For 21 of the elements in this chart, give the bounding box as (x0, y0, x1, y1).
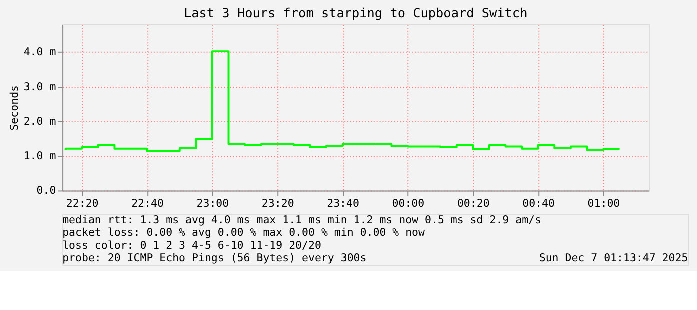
chart-title: Last 3 Hours from starping to Cupboard Switch (184, 6, 528, 21)
text: Sun Dec 7 01:13:47 2025 (539, 252, 688, 265)
text: packet loss: 0.00 % avg 0.00 % max 0.00 % min 0.00 % now (62, 226, 426, 240)
y-tick-label: 4.0 m (24, 46, 56, 59)
x-tick-label: 00:00 (392, 196, 425, 210)
x-tick-label: 22:20 (66, 196, 99, 210)
x-tick-label: 00:40 (522, 196, 555, 210)
x-tick-label: 01:00 (588, 196, 620, 210)
x-tick-label: 23:40 (327, 196, 360, 210)
text: probe: 20 ICMP Echo Pings (56 Bytes) every 300s (62, 252, 367, 265)
text: median rtt: 1.3 ms avg 4.0 ms max 1.1 ms min 1.2 ms now 0.5 ms sd 2.9 am/s (62, 213, 542, 226)
x-tick-label: 00:20 (457, 196, 490, 210)
x-tick-label: 23:00 (196, 196, 230, 210)
y-axis-title: Seconds (8, 85, 21, 131)
y-tick-label: 1.0 m (24, 150, 56, 163)
text: loss color: 0 1 2 3 4-5 6-10 11-19 20/20 (62, 238, 322, 252)
x-tick-label: 22:40 (132, 196, 164, 210)
y-tick-label: 0.0 (36, 184, 56, 198)
y-tick-label: 2.0 m (24, 114, 56, 128)
x-tick-label: 23:20 (262, 196, 294, 210)
y-tick-label: 3.0 m (24, 80, 56, 94)
